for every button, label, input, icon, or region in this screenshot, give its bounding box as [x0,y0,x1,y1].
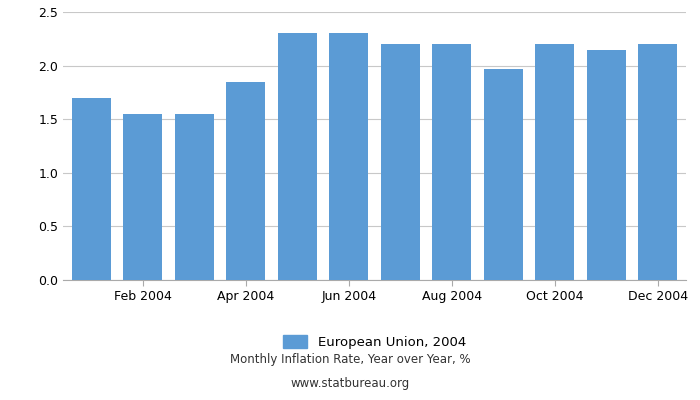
Bar [536,44,574,280]
Bar [638,44,677,280]
Bar [278,34,316,280]
Bar [123,114,162,280]
Bar [72,98,111,280]
Legend: European Union, 2004: European Union, 2004 [284,335,466,349]
Bar [381,44,419,280]
Bar [175,114,214,280]
Bar [484,69,522,280]
Text: www.statbureau.org: www.statbureau.org [290,378,410,390]
Bar [433,44,471,280]
Bar [227,82,265,280]
Text: Monthly Inflation Rate, Year over Year, %: Monthly Inflation Rate, Year over Year, … [230,354,470,366]
Bar [330,34,368,280]
Bar [587,50,626,280]
